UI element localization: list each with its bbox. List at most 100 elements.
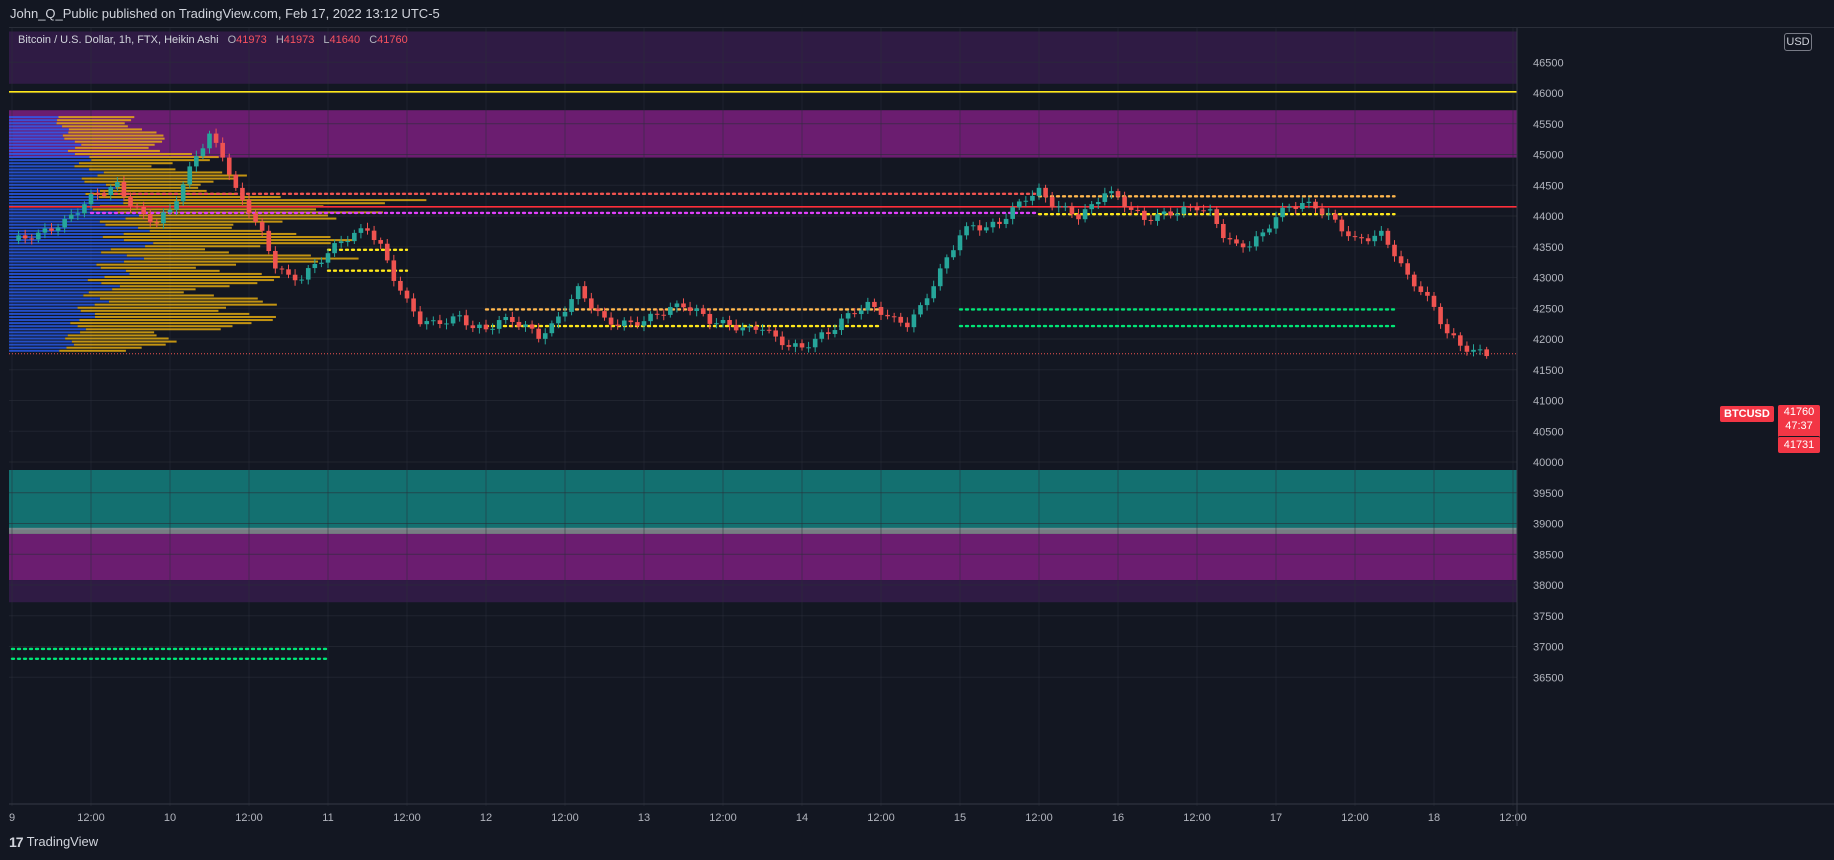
volume-profile-bar-buy <box>9 269 126 272</box>
candle-body <box>1148 219 1154 221</box>
candle-body <box>121 182 127 197</box>
volume-profile-bar-sell <box>88 291 184 294</box>
candle-body <box>806 347 811 349</box>
volume-profile-bar-buy <box>9 140 75 143</box>
volume-profile-bar-buy <box>9 174 98 177</box>
candle-body <box>207 133 212 149</box>
legend-symbol: Bitcoin / U.S. Dollar, 1h, FTX, Heikin A… <box>18 34 219 46</box>
candle-body <box>1293 206 1299 209</box>
candle-body <box>668 306 673 315</box>
candle-body <box>68 214 74 219</box>
y-tick-label: 38500 <box>1533 549 1564 561</box>
y-tick-label: 45500 <box>1533 119 1564 131</box>
candle-body <box>286 269 291 275</box>
volume-profile-bar-sell <box>85 192 237 195</box>
volume-profile-bar-sell <box>75 146 149 149</box>
volume-profile-bar-buy <box>9 162 80 165</box>
volume-profile-bar-buy <box>9 340 72 343</box>
volume-profile-bar-sell <box>103 171 223 174</box>
volume-profile-bar-sell <box>126 254 311 257</box>
x-tick-label: 16 <box>1112 812 1124 824</box>
candle-body <box>714 323 719 325</box>
candle-body <box>1418 286 1424 292</box>
volume-profile-bar-sell <box>105 223 234 226</box>
candle-body <box>226 157 232 175</box>
volume-profile-bar-buy <box>9 328 86 331</box>
volume-profile-bar-buy <box>9 232 124 235</box>
candle-body <box>766 329 772 331</box>
candle-body <box>542 333 548 339</box>
volume-profile-bar-buy <box>9 134 63 137</box>
y-tick-label: 45000 <box>1533 150 1564 162</box>
low-price-label: 41731 <box>1778 436 1820 453</box>
candle-body <box>812 338 818 348</box>
volume-profile-bar-buy <box>9 146 76 149</box>
candle-body <box>1003 218 1009 225</box>
candle-body <box>187 166 193 185</box>
candle-body <box>358 228 364 233</box>
candle-body <box>911 314 917 328</box>
volume-profile-bar-sell <box>92 208 317 211</box>
y-tick-label: 37500 <box>1533 611 1564 623</box>
zone-lower-teal <box>9 469 1517 530</box>
volume-profile-bar-sell <box>71 340 177 343</box>
volume-profile-bar-buy <box>9 217 126 220</box>
volume-profile-bar-buy <box>9 343 74 346</box>
y-tick-label: 41500 <box>1533 365 1564 377</box>
candle-body <box>75 213 81 215</box>
volume-profile-bar-sell <box>73 343 166 346</box>
volume-profile-bar-buy <box>9 322 71 325</box>
candle-body <box>246 199 252 214</box>
volume-profile-bar-buy <box>9 192 86 195</box>
candle-body <box>1069 206 1075 215</box>
candle-body <box>1300 202 1305 209</box>
x-tick-label: 12:00 <box>867 812 895 824</box>
candle-body <box>569 299 574 312</box>
candle-body <box>582 286 588 299</box>
x-tick-label: 12:00 <box>77 812 105 824</box>
candle-body <box>1142 210 1147 220</box>
candle-body <box>213 133 219 143</box>
currency-badge[interactable]: USD <box>1784 33 1812 51</box>
volume-profile-bar-sell <box>125 269 220 272</box>
candle-body <box>147 214 153 223</box>
volume-profile-bar-buy <box>9 143 82 146</box>
volume-profile <box>9 116 427 352</box>
volume-profile-bar-buy <box>9 306 78 309</box>
y-tick-label: 36500 <box>1533 672 1564 684</box>
candle-body <box>450 316 456 324</box>
candle-body <box>832 330 838 334</box>
volume-profile-bar-buy <box>9 122 57 125</box>
candle-body <box>1411 274 1417 287</box>
candle-body <box>964 226 969 236</box>
candle-body <box>727 319 732 325</box>
candle-body <box>352 232 357 242</box>
volume-profile-bar-buy <box>9 279 88 282</box>
volume-profile-bar-sell <box>57 119 132 122</box>
volume-profile-bar-buy <box>9 171 104 174</box>
candle-body <box>760 329 765 331</box>
candle-body <box>95 193 100 195</box>
volume-profile-bar-buy <box>9 236 103 239</box>
candle-body <box>1253 236 1259 247</box>
price-chart[interactable]: 36500 37000 37500 38000 38500 39000 39500 40000… <box>9 28 1834 826</box>
y-tick-label: 38000 <box>1533 580 1564 592</box>
candle-body <box>1365 238 1371 242</box>
candle-body <box>924 298 930 306</box>
candle-body <box>1267 228 1272 233</box>
x-tick-label: 12:00 <box>1025 812 1053 824</box>
candle-body <box>1036 187 1042 196</box>
candle-body <box>990 221 996 228</box>
volume-profile-bar-buy <box>9 291 89 294</box>
candle-body <box>1458 335 1463 346</box>
volume-profile-bar-buy <box>9 149 68 152</box>
volume-profile-bar-sell <box>129 272 262 275</box>
chart-pane[interactable]: 36500 37000 37500 38000 38500 39000 39500 40000… <box>9 27 1834 826</box>
candle-body <box>240 187 245 200</box>
footer-brand[interactable]: 17 TradingView <box>9 832 98 852</box>
volume-profile-bar-sell <box>112 288 196 291</box>
candle-body <box>457 315 462 317</box>
x-tick-label: 15 <box>954 812 966 824</box>
candle-body <box>1161 211 1167 215</box>
legend-close-label: C <box>369 34 378 46</box>
